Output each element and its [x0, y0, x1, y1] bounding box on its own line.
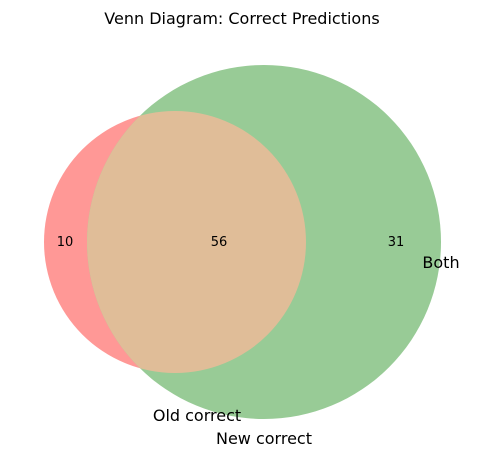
old-correct-label: Old correct [153, 406, 241, 425]
old-only-count: 10 [57, 235, 74, 250]
new-only-count: 31 [388, 235, 405, 250]
intersection-region [87, 111, 306, 373]
new-correct-label: New correct [216, 429, 312, 448]
both-label: Both [422, 253, 459, 272]
intersection-count: 56 [211, 235, 228, 250]
diagram-title: Venn Diagram: Correct Predictions [104, 9, 379, 28]
